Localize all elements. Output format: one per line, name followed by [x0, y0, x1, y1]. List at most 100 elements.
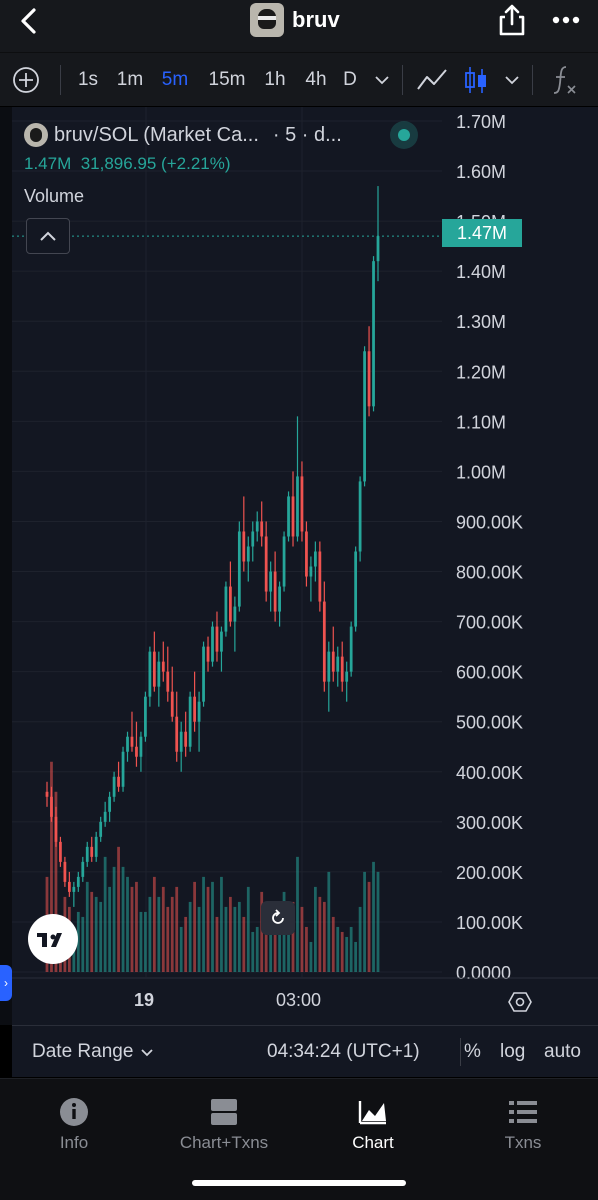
interval-5m[interactable]: 5m — [161, 69, 189, 90]
price-axis-label: 100.00K — [456, 913, 523, 933]
more-options-icon[interactable] — [548, 6, 584, 34]
price-axis-label: 800.00K — [456, 563, 523, 583]
volume-bar — [224, 906, 228, 972]
timezone-clock[interactable]: 04:34:24 (UTC+1) — [267, 1041, 420, 1062]
volume-bar — [345, 936, 349, 972]
candle-body — [94, 836, 98, 857]
legend-symbol-text: bruv/SOL (Market Ca... — [54, 123, 259, 146]
interval-1m[interactable]: 1m — [116, 69, 144, 90]
volume-bar — [157, 896, 161, 972]
indicators-fx-icon[interactable] — [548, 53, 582, 107]
volume-bar — [179, 926, 183, 972]
split-chart-icon — [211, 1099, 237, 1125]
candle-body — [233, 606, 237, 622]
candle-body — [112, 776, 116, 797]
volume-bar — [229, 896, 232, 972]
reset-chart-button[interactable] — [261, 901, 295, 935]
chart-settings-icon[interactable] — [508, 990, 532, 1014]
interval-dropdown-icon[interactable] — [372, 53, 392, 107]
price-axis-label: 300.00K — [456, 813, 523, 833]
collapse-legend-button[interactable] — [26, 218, 70, 254]
chevron-down-icon — [141, 1049, 154, 1057]
interval-1s[interactable]: 1s — [77, 69, 99, 90]
live-status-icon — [390, 121, 418, 149]
tradingview-logo-icon[interactable] — [28, 914, 78, 964]
tab-chart-txns[interactable]: Chart+Txns — [154, 1097, 294, 1153]
volume-bar — [251, 931, 255, 972]
token-avatar — [250, 3, 284, 37]
candle-body — [291, 496, 295, 537]
volume-bar — [372, 861, 375, 972]
log-scale-toggle[interactable]: log — [500, 1041, 526, 1062]
candle-body — [305, 531, 308, 577]
token-title[interactable]: bruv — [250, 3, 340, 37]
volume-bar — [121, 866, 125, 972]
volume-bar — [313, 886, 317, 972]
info-icon — [60, 1098, 88, 1126]
candle-body — [121, 751, 125, 787]
candle-body — [349, 626, 353, 672]
interval-1h[interactable]: 1h — [264, 69, 286, 90]
volume-bar — [322, 901, 326, 972]
legend-values: 1.47M 31,896.95 (+2.21%) — [24, 154, 231, 173]
interval-d[interactable]: D — [343, 69, 357, 90]
share-icon[interactable] — [496, 2, 528, 38]
tab-chart[interactable]: Chart — [303, 1097, 443, 1153]
candle-body — [206, 646, 210, 662]
interval-15m[interactable]: 15m — [208, 69, 246, 90]
home-indicator — [192, 1180, 406, 1186]
candle-body — [327, 651, 331, 682]
volume-bar — [296, 856, 299, 972]
drawing-toolbar-toggle[interactable]: › — [0, 965, 12, 1001]
candle-body — [264, 536, 268, 592]
price-axis-label: 900.00K — [456, 512, 523, 532]
candles-icon[interactable] — [460, 53, 492, 107]
candle-body — [287, 496, 290, 537]
candle-body — [148, 651, 152, 697]
volume-bar — [305, 926, 308, 972]
volume-bar — [287, 926, 290, 972]
candle-body — [50, 796, 53, 817]
candle-body — [139, 736, 143, 757]
price-axis-label: 1.10M — [456, 412, 506, 432]
price-axis-label: 1.30M — [456, 312, 506, 332]
price-axis-label: 1.40M — [456, 262, 506, 282]
date-range-button[interactable]: Date Range — [32, 1026, 155, 1078]
tab-txns[interactable]: Txns — [453, 1097, 593, 1153]
volume-bar — [309, 941, 313, 972]
list-icon — [509, 1101, 537, 1123]
add-indicator-icon[interactable] — [10, 53, 42, 107]
candle-body — [345, 671, 349, 682]
volume-bar — [242, 916, 246, 972]
price-axis-label: 1.60M — [456, 162, 506, 182]
line-chart-icon[interactable] — [414, 53, 450, 107]
back-icon[interactable] — [14, 6, 44, 36]
current-price-label: 1.47M — [442, 219, 522, 247]
candle-body — [81, 861, 85, 877]
interval-4h[interactable]: 4h — [305, 69, 327, 90]
candle-body — [363, 351, 366, 482]
candle-body — [340, 656, 344, 682]
chart-legend-symbol[interactable]: bruv/SOL (Market Ca... · 5 · d... — [24, 123, 342, 147]
tab-info[interactable]: Info — [4, 1097, 144, 1153]
candle-body — [67, 881, 71, 892]
chart-icon — [358, 1101, 386, 1125]
candle-body — [130, 736, 134, 747]
candle-body — [376, 236, 380, 262]
volume-bar — [54, 791, 58, 972]
candle-body — [246, 546, 250, 562]
date-range-label: Date Range — [32, 1041, 134, 1062]
chart-pane[interactable]: 1.70M1.60M1.50M1.40M1.30M1.20M1.10M1.00M… — [0, 107, 598, 1025]
candle-body — [126, 736, 129, 752]
chart-type-dropdown-icon[interactable] — [502, 53, 522, 107]
toolbar-divider — [402, 65, 403, 95]
candle-body — [237, 531, 241, 607]
percent-scale-toggle[interactable]: % — [464, 1041, 481, 1062]
price-axis-label: 1.20M — [456, 362, 506, 382]
auto-scale-toggle[interactable]: auto — [544, 1041, 581, 1062]
volume-bar — [278, 911, 281, 972]
price-axis-label: 1.00M — [456, 462, 506, 482]
volume-bar — [144, 911, 147, 972]
bottom-tab-bar: Info Chart+Txns Chart Txns — [0, 1078, 598, 1200]
tradingview-mark — [37, 933, 62, 947]
